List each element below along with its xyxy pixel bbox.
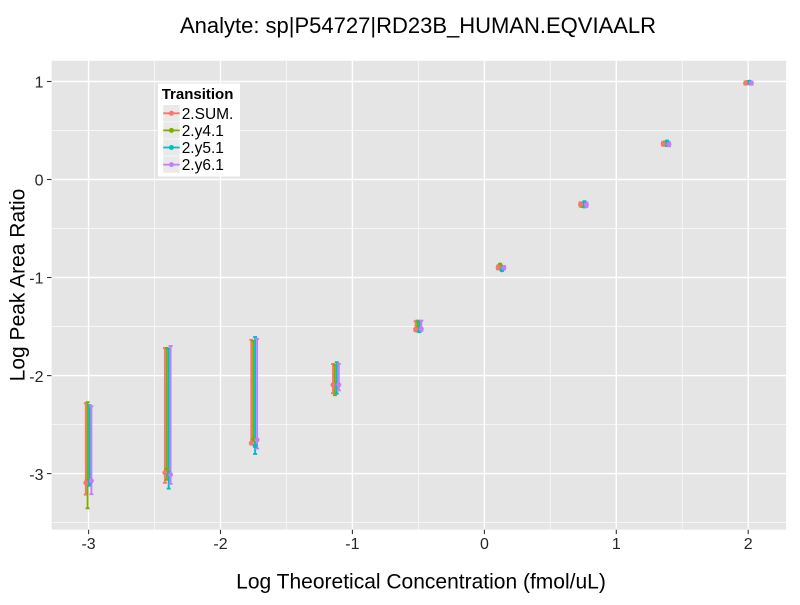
svg-text:0: 0: [35, 173, 44, 190]
svg-text:1: 1: [612, 536, 621, 553]
svg-text:-3: -3: [81, 536, 95, 553]
svg-text:2: 2: [744, 536, 753, 553]
svg-text:-2: -2: [213, 536, 227, 553]
svg-text:-1: -1: [29, 271, 43, 288]
svg-text:-3: -3: [29, 467, 43, 484]
svg-text:1: 1: [35, 75, 44, 92]
svg-text:2.y5.1: 2.y5.1: [182, 140, 224, 157]
svg-text:Analyte: sp|P54727|RD23B_HUMAN: Analyte: sp|P54727|RD23B_HUMAN.EQVIAALR: [180, 13, 656, 38]
svg-text:Log Peak Area Ratio: Log Peak Area Ratio: [7, 189, 30, 382]
svg-text:-1: -1: [345, 536, 359, 553]
svg-text:0: 0: [480, 536, 489, 553]
svg-text:2.y4.1: 2.y4.1: [182, 123, 224, 140]
svg-text:Log Theoretical Concentration: Log Theoretical Concentration (fmol/uL): [236, 571, 606, 594]
svg-text:2.SUM.: 2.SUM.: [182, 106, 234, 123]
svg-text:2.y6.1: 2.y6.1: [182, 157, 224, 174]
svg-text:Transition: Transition: [162, 86, 234, 103]
svg-text:-2: -2: [29, 369, 43, 386]
